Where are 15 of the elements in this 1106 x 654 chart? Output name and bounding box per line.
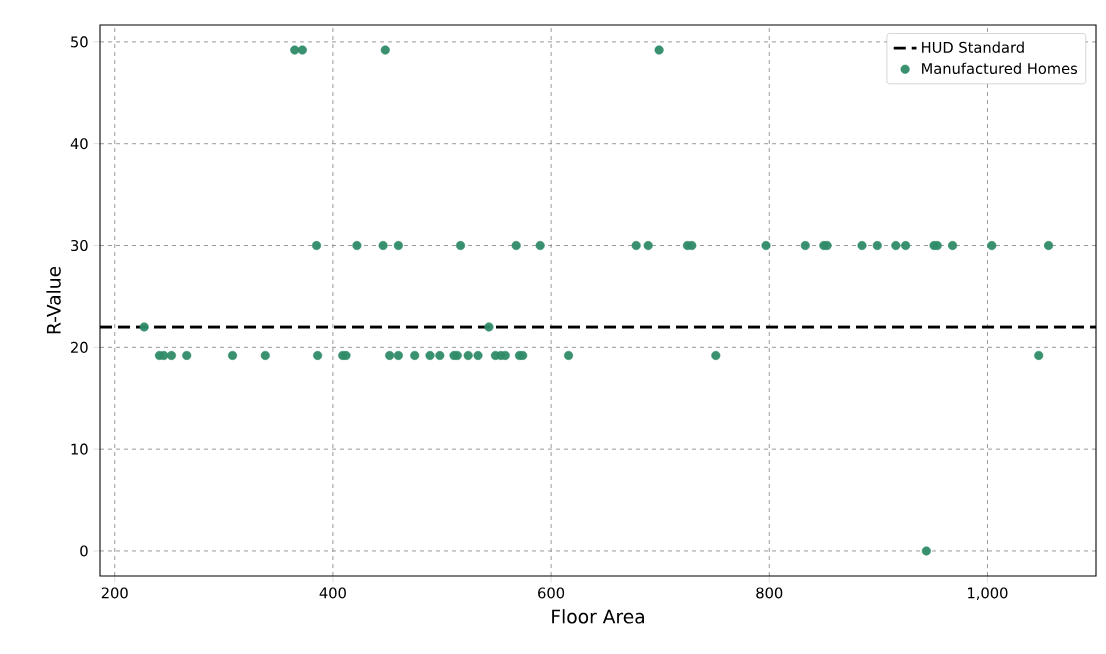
y-tick-label: 0: [80, 545, 88, 557]
y-tick-label: 30: [71, 239, 88, 252]
x-tick-label: 1,000: [968, 587, 1008, 600]
y-tick-label: 20: [71, 341, 88, 353]
legend-label: HUD Standard: [922, 41, 1024, 53]
x-tick-label: 400: [319, 587, 346, 599]
y-tick-label: 40: [70, 138, 88, 150]
x-tick-label: 600: [538, 587, 565, 599]
x-axis-title: Floor Area: [552, 609, 644, 624]
y-tick-label: 50: [71, 36, 88, 48]
x-tick-label: 800: [756, 587, 783, 599]
legend-label: Manufactured Homes: [922, 62, 1078, 75]
x-tick-label: 200: [101, 587, 128, 599]
y-tick-label: 10: [71, 443, 88, 455]
y-axis-title: R-Value: [46, 266, 61, 334]
